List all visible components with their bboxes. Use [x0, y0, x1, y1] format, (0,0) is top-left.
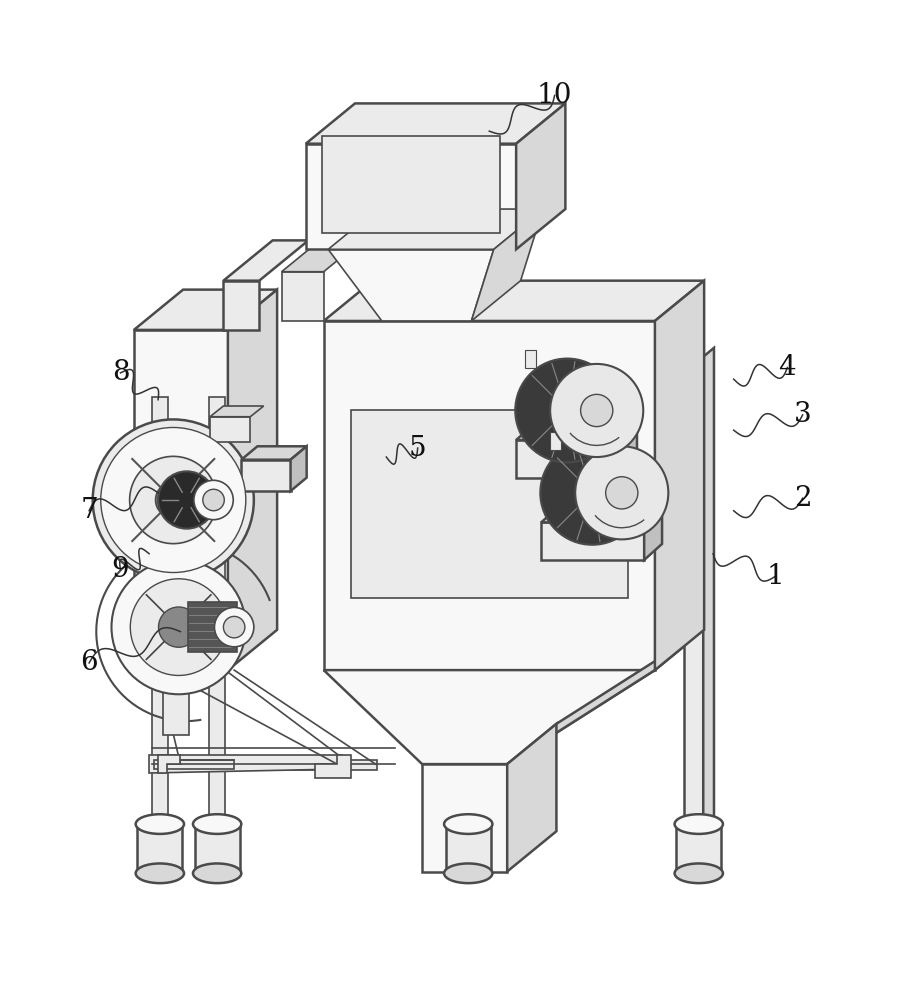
- Ellipse shape: [193, 863, 242, 883]
- Polygon shape: [516, 103, 566, 249]
- Polygon shape: [507, 630, 704, 764]
- Text: 2: 2: [794, 485, 812, 512]
- Text: 9: 9: [111, 556, 129, 583]
- Polygon shape: [323, 281, 704, 321]
- Polygon shape: [228, 290, 277, 670]
- Text: 10: 10: [537, 82, 572, 109]
- Circle shape: [541, 441, 644, 545]
- Text: 8: 8: [111, 359, 129, 386]
- Text: 6: 6: [80, 649, 98, 676]
- Circle shape: [194, 480, 233, 520]
- Polygon shape: [507, 724, 557, 872]
- Bar: [525, 350, 536, 368]
- Circle shape: [129, 456, 217, 544]
- Circle shape: [111, 560, 246, 694]
- Text: 7: 7: [80, 497, 98, 524]
- Polygon shape: [282, 231, 373, 272]
- Polygon shape: [703, 348, 714, 863]
- Circle shape: [130, 579, 227, 675]
- Bar: [195, 824, 240, 873]
- Circle shape: [605, 477, 638, 509]
- Polygon shape: [242, 446, 306, 460]
- Polygon shape: [328, 249, 494, 321]
- Circle shape: [101, 427, 246, 573]
- Ellipse shape: [445, 814, 492, 834]
- Bar: [541, 522, 644, 560]
- Circle shape: [92, 419, 254, 581]
- Bar: [683, 357, 703, 863]
- Circle shape: [550, 364, 643, 457]
- Polygon shape: [541, 506, 662, 522]
- Bar: [188, 602, 237, 652]
- Ellipse shape: [136, 814, 184, 834]
- Polygon shape: [134, 290, 277, 330]
- Text: 5: 5: [409, 435, 427, 462]
- Bar: [209, 397, 225, 863]
- Bar: [224, 281, 260, 330]
- Polygon shape: [154, 760, 234, 769]
- Polygon shape: [328, 209, 543, 249]
- Bar: [321, 136, 500, 233]
- Polygon shape: [149, 755, 341, 773]
- Circle shape: [155, 482, 191, 518]
- Bar: [446, 824, 490, 873]
- Bar: [323, 321, 655, 670]
- Circle shape: [515, 359, 619, 462]
- Bar: [242, 460, 291, 491]
- Polygon shape: [282, 272, 323, 321]
- Circle shape: [576, 446, 668, 539]
- Polygon shape: [644, 506, 662, 560]
- Polygon shape: [471, 209, 543, 321]
- Bar: [134, 330, 228, 670]
- Bar: [676, 824, 721, 873]
- Circle shape: [159, 607, 198, 647]
- Bar: [516, 440, 619, 478]
- Bar: [550, 432, 561, 450]
- Text: 1: 1: [767, 563, 785, 590]
- Polygon shape: [314, 755, 350, 778]
- Polygon shape: [291, 446, 306, 491]
- Circle shape: [215, 607, 254, 647]
- Bar: [350, 410, 628, 598]
- Ellipse shape: [674, 863, 723, 883]
- Text: 3: 3: [794, 401, 812, 428]
- Polygon shape: [655, 281, 704, 670]
- Ellipse shape: [193, 814, 242, 834]
- Ellipse shape: [445, 863, 492, 883]
- Polygon shape: [158, 755, 180, 773]
- Bar: [137, 824, 182, 873]
- Text: 4: 4: [779, 354, 797, 381]
- Ellipse shape: [674, 814, 723, 834]
- Bar: [163, 692, 189, 735]
- Polygon shape: [224, 240, 308, 281]
- Polygon shape: [323, 670, 655, 764]
- Circle shape: [203, 489, 224, 511]
- Bar: [305, 144, 516, 249]
- Bar: [152, 397, 168, 863]
- Bar: [422, 764, 507, 872]
- Polygon shape: [224, 462, 265, 475]
- Bar: [210, 417, 251, 442]
- Circle shape: [224, 616, 245, 638]
- Circle shape: [158, 471, 216, 529]
- Ellipse shape: [136, 863, 184, 883]
- Polygon shape: [210, 406, 264, 417]
- Polygon shape: [305, 103, 566, 144]
- Polygon shape: [168, 760, 377, 770]
- Bar: [224, 475, 249, 525]
- Polygon shape: [516, 424, 637, 440]
- Polygon shape: [619, 424, 637, 478]
- Circle shape: [581, 394, 612, 427]
